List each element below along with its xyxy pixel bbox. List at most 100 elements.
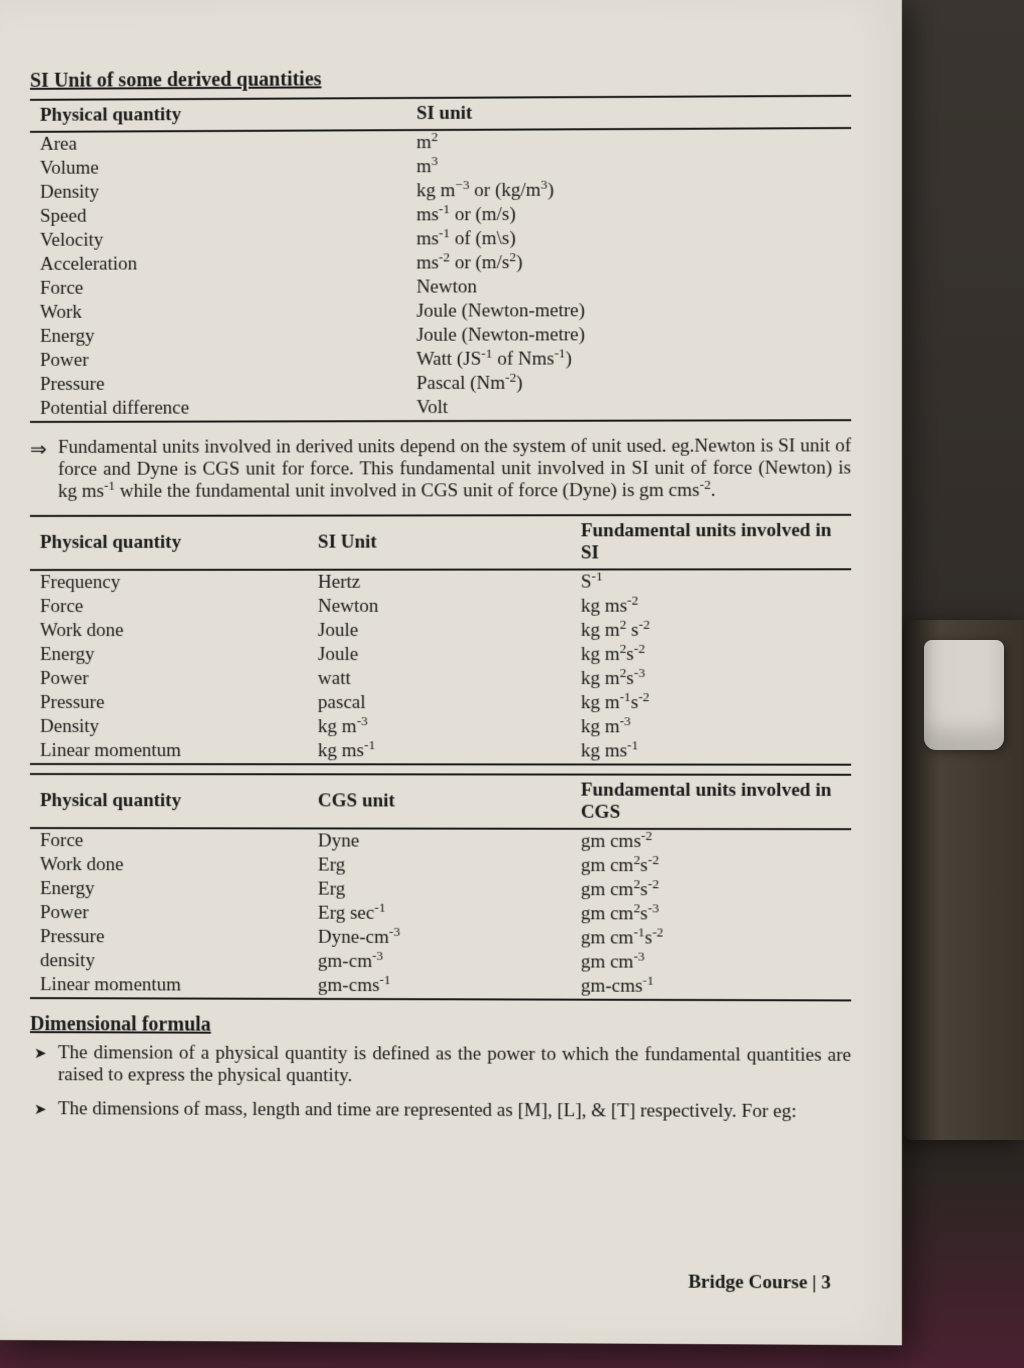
- table-cell: m3: [406, 153, 851, 179]
- column-header: Physical quantity: [30, 516, 308, 570]
- table-cell: m2: [406, 128, 851, 155]
- cup-object: [924, 640, 1004, 750]
- column-header: SI Unit: [308, 515, 571, 569]
- table-row: Potential differenceVolt: [30, 395, 851, 422]
- table-cell: gm cm-1s-2: [571, 926, 852, 951]
- table-row: ForceNewtonkg ms-2: [30, 594, 851, 619]
- table-row: PressureDyne-cm-3gm cm-1s-2: [30, 925, 851, 951]
- table-cell: Dyne-cm-3: [308, 926, 571, 951]
- table-si-units: Physical quantitySI unitAream2Volumem3De…: [30, 95, 851, 423]
- table-cell: Frequency: [30, 570, 308, 595]
- table-row: PressurePascal (Nm-2): [30, 371, 851, 397]
- table-row: Accelerationms-2 or (m/s2): [30, 250, 851, 277]
- table-cell: Joule (Newton-metre): [406, 322, 851, 347]
- table-cell: Pascal (Nm-2): [406, 371, 851, 396]
- table-cell: Energy: [30, 877, 308, 902]
- table-row: Volumem3: [30, 153, 851, 181]
- table-row: Linear momentumgm-cms-1gm-cms-1: [30, 973, 851, 1000]
- column-header: Physical quantity: [30, 774, 308, 828]
- table-row: Pressurepascalkg m-1s-2: [30, 691, 851, 715]
- table-cell: Force: [30, 595, 308, 619]
- table-cell: Force: [30, 276, 406, 301]
- table-row: EnergyErggm cm2s-2: [30, 877, 851, 903]
- table-cell: Power: [30, 667, 308, 691]
- column-header: Fundamental units involved in SI: [571, 515, 852, 570]
- table-row: Work doneJoulekg m2 s-2: [30, 619, 851, 643]
- table-row: Densitykg m-3kg m-3: [30, 715, 851, 740]
- table-cell: kg m-3: [571, 715, 852, 739]
- table-row: ForceDynegm cms-2: [30, 828, 851, 854]
- table-cell: Power: [30, 901, 308, 926]
- heading-si-units: SI Unit of some derived quantities: [30, 66, 851, 93]
- table-cell: Potential difference: [30, 396, 406, 422]
- table-cell: Erg: [308, 853, 571, 878]
- table-cell: Pressure: [30, 691, 308, 715]
- table-cell: ms-1 or (m/s): [406, 202, 851, 228]
- table-cell: Volt: [406, 395, 851, 421]
- table-cell: gm cm2s-2: [571, 878, 852, 903]
- table-cell: kg m2 s-2: [571, 619, 852, 643]
- table-row: Aream2: [30, 128, 851, 157]
- table-row: EnergyJoule (Newton-metre): [30, 322, 851, 348]
- table-si-fundamental: Physical quantitySI UnitFundamental unit…: [30, 514, 851, 766]
- table-row: Linear momentumkg ms-1kg ms-1: [30, 739, 851, 765]
- table-cell: kg m2s-2: [571, 643, 852, 667]
- table-cell: S-1: [571, 569, 852, 594]
- table-cell: Erg: [308, 878, 571, 903]
- paragraph-fundamental-units: Fundamental units involved in derived un…: [30, 435, 851, 503]
- table-cell: Area: [30, 130, 406, 157]
- table-cell: Force: [30, 828, 308, 853]
- table-cell: Joule: [308, 619, 571, 643]
- table-cell: kg m2s-3: [571, 667, 852, 691]
- table-cell: Dyne: [308, 828, 571, 853]
- table-cell: pascal: [308, 691, 571, 715]
- table-cell: gm-cms-1: [308, 974, 571, 1000]
- table-row: WorkJoule (Newton-metre): [30, 298, 851, 325]
- table-cell: Work: [30, 300, 406, 325]
- table-cell: density: [30, 949, 308, 974]
- table-cell: ms-2 or (m/s2): [406, 250, 851, 276]
- table-cell: kg ms-2: [571, 594, 852, 618]
- table-cell: gm-cms-1: [571, 975, 852, 1001]
- table-cell: ms-1 of (m\s): [406, 226, 851, 252]
- table-row: densitygm-cm-3gm cm-3: [30, 949, 851, 975]
- table-cell: gm cm2s-2: [571, 854, 852, 879]
- table-cell: gm cm-3: [571, 950, 852, 975]
- table-cell: Volume: [30, 155, 406, 181]
- column-header: CGS unit: [308, 774, 571, 829]
- table-cell: kg ms-1: [308, 739, 571, 764]
- table-cell: Watt (JS-1 of Nms-1): [406, 347, 851, 372]
- table-cell: Density: [30, 179, 406, 205]
- table-cell: Acceleration: [30, 252, 406, 277]
- table-cell: gm cm2s-3: [571, 902, 852, 927]
- table-cell: Velocity: [30, 227, 406, 252]
- column-header: SI unit: [406, 96, 851, 130]
- table-cell: Erg sec-1: [308, 902, 571, 927]
- table-cell: Pressure: [30, 372, 406, 397]
- table-cell: Speed: [30, 203, 406, 229]
- column-header: Fundamental units involved in CGS: [571, 775, 852, 830]
- bullet-dimension-representation: The dimensions of mass, length and time …: [30, 1098, 851, 1123]
- table-cell: kg m−3 or (kg/m3): [406, 177, 851, 203]
- table-cell: Power: [30, 348, 406, 373]
- table-row: PowerErg sec-1gm cm2s-3: [30, 901, 851, 927]
- table-row: Work doneErggm cm2s-2: [30, 853, 851, 878]
- table-cell: kg m-1s-2: [571, 691, 852, 715]
- table-cell: Pressure: [30, 925, 308, 950]
- table-row: FrequencyHertzS-1: [30, 569, 851, 595]
- table-cell: Joule: [308, 643, 571, 667]
- table-row: EnergyJoulekg m2s-2: [30, 643, 851, 667]
- heading-dimensional-formula: Dimensional formula: [30, 1013, 851, 1039]
- table-cell: Energy: [30, 643, 308, 667]
- table-cell: Work done: [30, 853, 308, 878]
- table-cell: Linear momentum: [30, 739, 308, 764]
- table-cell: Energy: [30, 324, 406, 349]
- table-row: PowerWatt (JS-1 of Nms-1): [30, 347, 851, 373]
- table-cell: Work done: [30, 619, 308, 643]
- document-page: SI Unit of some derived quantities Physi…: [0, 0, 902, 1345]
- table-cell: Density: [30, 715, 308, 739]
- table-row: Powerwattkg m2s-3: [30, 667, 851, 691]
- table-cell: kg ms-1: [571, 739, 852, 764]
- table-row: ForceNewton: [30, 274, 851, 301]
- table-cell: gm cms-2: [571, 829, 852, 855]
